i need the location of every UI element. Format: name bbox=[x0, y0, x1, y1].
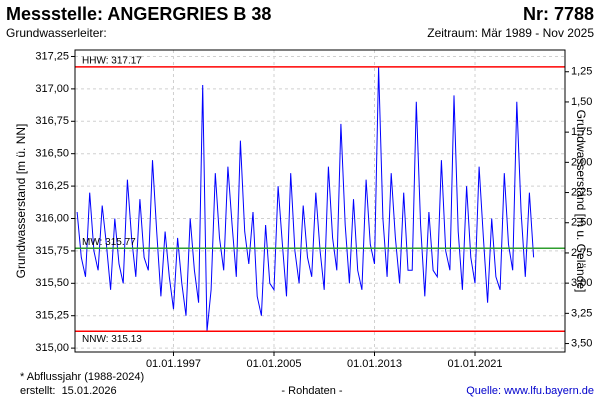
y2-tick-label: 1,50 bbox=[571, 96, 592, 108]
y-tick-label: 315,00 bbox=[35, 342, 69, 354]
station-number: Nr: 7788 bbox=[523, 4, 594, 24]
raw-data-note: - Rohdaten - bbox=[281, 385, 342, 397]
y-tick-label: 316,00 bbox=[35, 212, 69, 224]
x-tick-label: 01.01.2005 bbox=[246, 358, 301, 370]
x-tick-label: 01.01.1997 bbox=[146, 358, 201, 370]
reference-label: HHW: 317.17 bbox=[82, 55, 142, 66]
y-tick-label: 317,00 bbox=[35, 83, 69, 95]
y2-tick-label: 2,25 bbox=[571, 186, 592, 198]
y-tick-label: 315,75 bbox=[35, 245, 69, 257]
y2-tick-label: 3,50 bbox=[571, 337, 592, 349]
data-line bbox=[76, 66, 535, 332]
y2-tick-label: 2,75 bbox=[571, 247, 592, 259]
y2-axis-title: Grundwasserstand [m u. Gelände] bbox=[574, 110, 588, 293]
y-tick-label: 316,75 bbox=[35, 115, 69, 127]
y2-tick-label: 2,50 bbox=[571, 217, 592, 229]
created-date: erstellt: 15.01.2026 bbox=[20, 385, 117, 397]
reference-label: MW: 315.77 bbox=[82, 237, 136, 248]
plot-frame bbox=[74, 49, 566, 353]
y-tick-label: 315,25 bbox=[35, 310, 69, 322]
y2-tick-label: 2,00 bbox=[571, 156, 592, 168]
y-tick-label: 316,50 bbox=[35, 148, 69, 160]
chart-title: Messstelle: ANGERGRIES B 38 bbox=[6, 4, 271, 24]
source-link[interactable]: Quelle: www.lfu.bayern.de bbox=[466, 385, 594, 397]
y2-tick-label: 3,00 bbox=[571, 277, 592, 289]
footnote: * Abflussjahr (1988-2024) bbox=[20, 371, 144, 383]
y-tick-label: 316,25 bbox=[35, 180, 69, 192]
y-tick-label: 315,50 bbox=[35, 277, 69, 289]
x-tick-label: 01.01.2021 bbox=[447, 358, 502, 370]
subtitle-left: Grundwasserleiter: bbox=[6, 26, 107, 40]
y2-tick-label: 1,75 bbox=[571, 126, 592, 138]
y-axis-title: Grundwasserstand [m ü. NN] bbox=[14, 124, 28, 279]
y2-tick-label: 1,25 bbox=[571, 66, 592, 78]
subtitle-right: Zeitraum: Mär 1989 - Nov 2025 bbox=[427, 26, 594, 40]
x-tick-label: 01.01.2013 bbox=[347, 358, 402, 370]
y2-tick-label: 3,25 bbox=[571, 307, 592, 319]
y-tick-label: 317,25 bbox=[35, 50, 69, 62]
reference-label: NNW: 315.13 bbox=[82, 334, 142, 345]
